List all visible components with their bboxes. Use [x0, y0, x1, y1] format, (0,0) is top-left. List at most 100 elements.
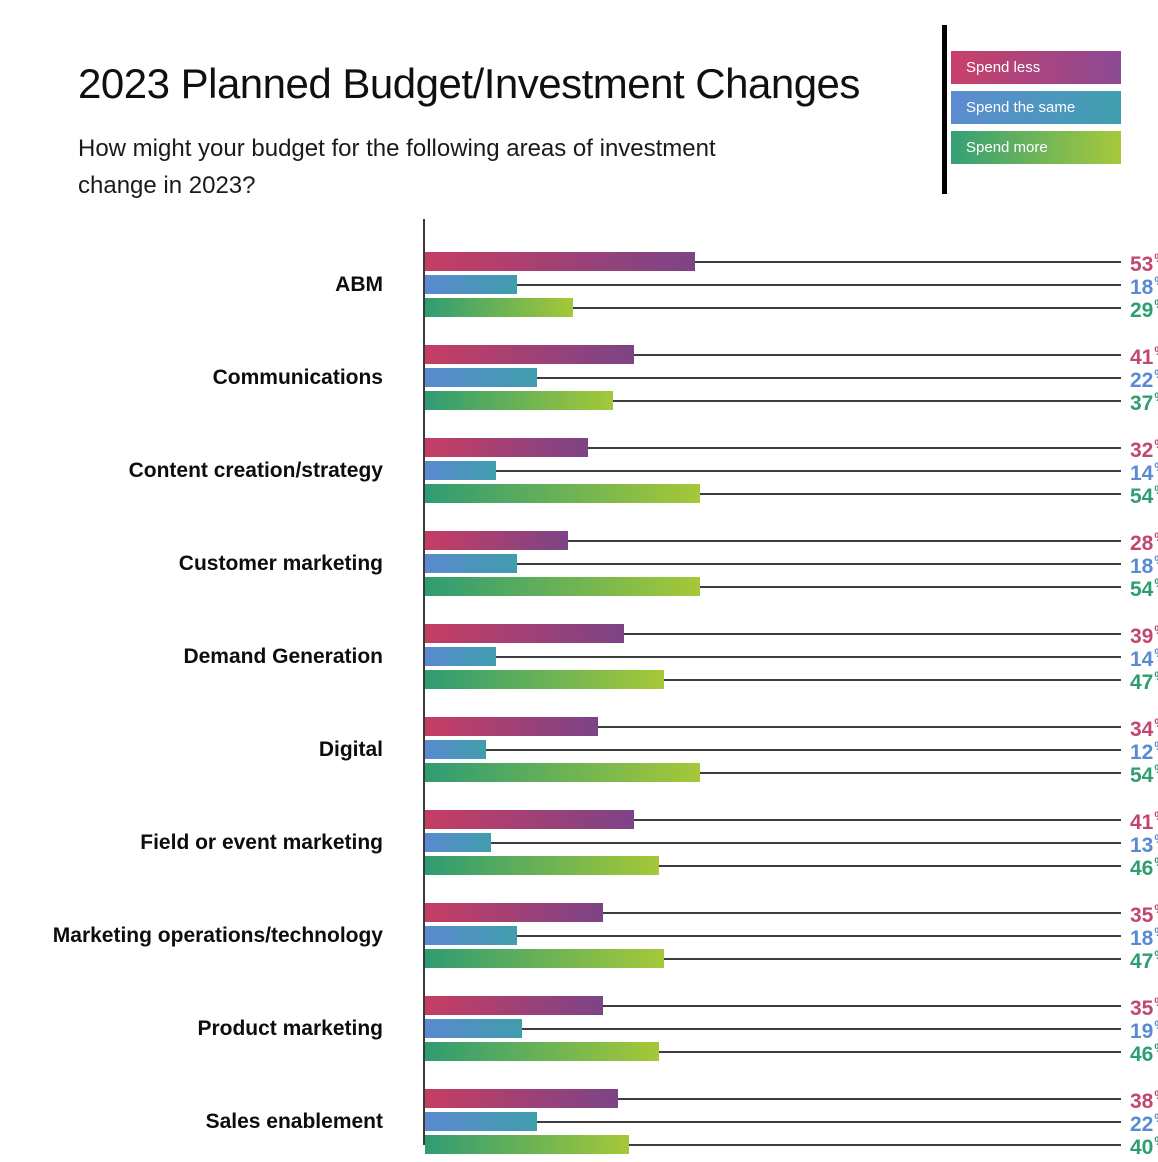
legend-item-spend-the-same: Spend the same: [951, 91, 1121, 124]
value-label: 13%: [1130, 832, 1158, 857]
bar-row: 41%: [425, 808, 1158, 834]
leader-line: [634, 818, 1121, 821]
leader-line: [664, 957, 1121, 960]
value-label: 38%: [1130, 1088, 1158, 1113]
bar-group: 34%12%54%: [425, 715, 1158, 787]
subtitle-line-1: How might your budget for the following …: [78, 135, 716, 162]
bar-spend-the-same: [425, 740, 486, 759]
value-label: 18%: [1130, 274, 1158, 299]
bar-spend-more: [425, 484, 700, 503]
bar-row: 28%: [425, 529, 1158, 555]
axis-line: [423, 219, 425, 1145]
bar-spend-more: [425, 298, 573, 317]
value-label: 14%: [1130, 460, 1158, 485]
leader-line: [603, 911, 1121, 914]
chart-group: Demand Generation 39%14%47%: [0, 622, 1158, 694]
bar-row: 22%: [425, 1110, 1158, 1136]
leader-line: [522, 1027, 1121, 1030]
bar-spend-more: [425, 856, 659, 875]
leader-line: [588, 446, 1121, 449]
value-label: 46%: [1130, 1041, 1158, 1066]
bar-spend-the-same: [425, 926, 517, 945]
bar-row: 46%: [425, 1040, 1158, 1066]
category-label: Content creation/strategy: [128, 458, 383, 482]
bar-spend-less: [425, 717, 598, 736]
bar-group: 53%18%29%: [425, 250, 1158, 322]
bar-row: 54%: [425, 575, 1158, 601]
bar-spend-less: [425, 903, 603, 922]
value-label: 54%: [1130, 483, 1158, 508]
bar-row: 35%: [425, 994, 1158, 1020]
chart-group: Content creation/strategy 32%14%54%: [0, 436, 1158, 508]
bar-spend-the-same: [425, 647, 496, 666]
bar-row: 18%: [425, 273, 1158, 299]
bar-row: 53%: [425, 250, 1158, 276]
leader-line: [496, 469, 1121, 472]
leader-line: [618, 1097, 1121, 1100]
legend-label-spend-less: Spend less: [966, 59, 1041, 76]
bar-group: 28%18%54%: [425, 529, 1158, 601]
leader-line: [517, 562, 1121, 565]
leader-line: [517, 934, 1121, 937]
bar-spend-more: [425, 391, 613, 410]
bar-spend-more: [425, 1135, 629, 1154]
chart-group: ABM 53%18%29%: [0, 250, 1158, 322]
value-label: 14%: [1130, 646, 1158, 671]
bar-row: 54%: [425, 482, 1158, 508]
value-label: 40%: [1130, 1134, 1158, 1159]
leader-line: [659, 864, 1121, 867]
bar-spend-more: [425, 763, 700, 782]
bar-spend-more: [425, 1042, 659, 1061]
bar-group: 38%22%40%: [425, 1087, 1158, 1159]
leader-line: [517, 283, 1121, 286]
leader-line: [695, 260, 1121, 263]
value-label: 39%: [1130, 623, 1158, 648]
value-label: 47%: [1130, 669, 1158, 694]
chart-group: Marketing operations/technology 35%18%47%: [0, 901, 1158, 973]
value-label: 46%: [1130, 855, 1158, 880]
bar-row: 19%: [425, 1017, 1158, 1043]
legend-label-spend-the-same: Spend the same: [966, 99, 1076, 116]
value-label: 18%: [1130, 553, 1158, 578]
leader-line: [634, 353, 1121, 356]
leader-line: [659, 1050, 1121, 1053]
bar-row: 32%: [425, 436, 1158, 462]
bar-row: 54%: [425, 761, 1158, 787]
bar-spend-the-same: [425, 1112, 537, 1131]
value-label: 41%: [1130, 809, 1158, 834]
value-label: 47%: [1130, 948, 1158, 973]
bar-spend-the-same: [425, 275, 517, 294]
value-label: 22%: [1130, 367, 1158, 392]
leader-line: [700, 492, 1121, 495]
value-label: 22%: [1130, 1111, 1158, 1136]
bar-row: 12%: [425, 738, 1158, 764]
legend-item-spend-less: Spend less: [951, 51, 1121, 84]
chart-group: Communications 41%22%37%: [0, 343, 1158, 415]
value-label: 53%: [1130, 251, 1158, 276]
value-label: 35%: [1130, 902, 1158, 927]
value-label: 54%: [1130, 576, 1158, 601]
bar-group: 35%19%46%: [425, 994, 1158, 1066]
bar-spend-less: [425, 624, 624, 643]
leader-line: [629, 1143, 1121, 1146]
bar-spend-less: [425, 996, 603, 1015]
category-label: ABM: [335, 272, 383, 296]
value-label: 41%: [1130, 344, 1158, 369]
bar-row: 14%: [425, 645, 1158, 671]
bar-spend-less: [425, 252, 695, 271]
header: 2023 Planned Budget/Investment Changes H…: [0, 0, 1158, 204]
bar-spend-the-same: [425, 461, 496, 480]
bar-group: 41%22%37%: [425, 343, 1158, 415]
bar-row: 22%: [425, 366, 1158, 392]
leader-line: [700, 585, 1121, 588]
bar-spend-the-same: [425, 833, 491, 852]
bar-spend-the-same: [425, 554, 517, 573]
bar-row: 35%: [425, 901, 1158, 927]
leader-line: [568, 539, 1121, 542]
bar-group: 32%14%54%: [425, 436, 1158, 508]
category-label: Demand Generation: [183, 644, 383, 668]
bar-spend-more: [425, 949, 664, 968]
bar-group: 39%14%47%: [425, 622, 1158, 694]
